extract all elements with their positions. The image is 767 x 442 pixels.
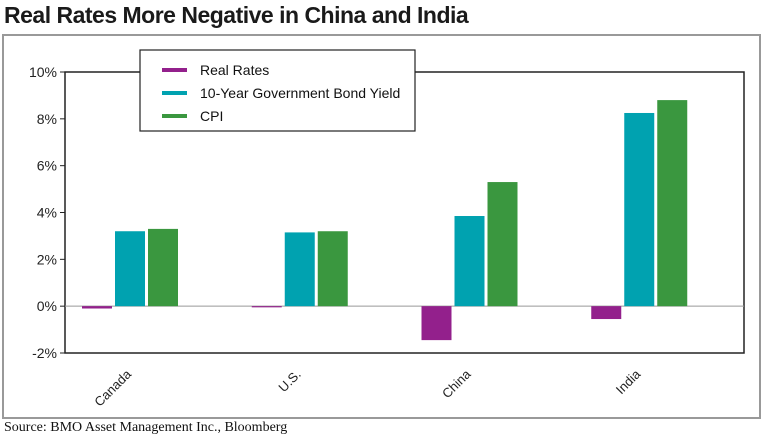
y-tick-label: 0%: [37, 298, 57, 314]
bar-india-1: [624, 112, 655, 307]
bar-china-2: [487, 182, 518, 307]
source-note: Source: BMO Asset Management Inc., Bloom…: [4, 420, 288, 435]
x-tick-label: India: [613, 366, 644, 397]
bar-china-0: [421, 306, 452, 341]
chart-title: Real Rates More Negative in China and In…: [4, 2, 469, 28]
y-tick-label: 2%: [37, 251, 57, 267]
y-tick-label: 4%: [37, 205, 57, 221]
bar-canada-1: [115, 231, 145, 307]
y-tick-label: -2%: [32, 345, 57, 361]
bar-china-1: [454, 216, 485, 307]
y-tick-label: 10%: [29, 64, 57, 80]
x-tick-label: U.S.: [275, 367, 303, 395]
x-tick-label: Canada: [91, 366, 134, 409]
bar-india-0: [591, 306, 622, 320]
bar-us-1: [284, 232, 315, 307]
bar-canada-0: [82, 306, 112, 309]
chart-frame: [2, 34, 761, 419]
legend-label: CPI: [200, 108, 223, 124]
legend-label: 10-Year Government Bond Yield: [200, 85, 400, 101]
bar-canada-2: [148, 228, 178, 307]
bar-us-2: [317, 231, 348, 307]
y-tick-label: 6%: [37, 158, 57, 174]
bar-us-0: [251, 306, 282, 308]
legend-label: Real Rates: [200, 62, 269, 78]
x-tick-label: China: [439, 366, 474, 401]
y-tick-label: 8%: [37, 111, 57, 127]
bar-india-2: [657, 100, 688, 307]
